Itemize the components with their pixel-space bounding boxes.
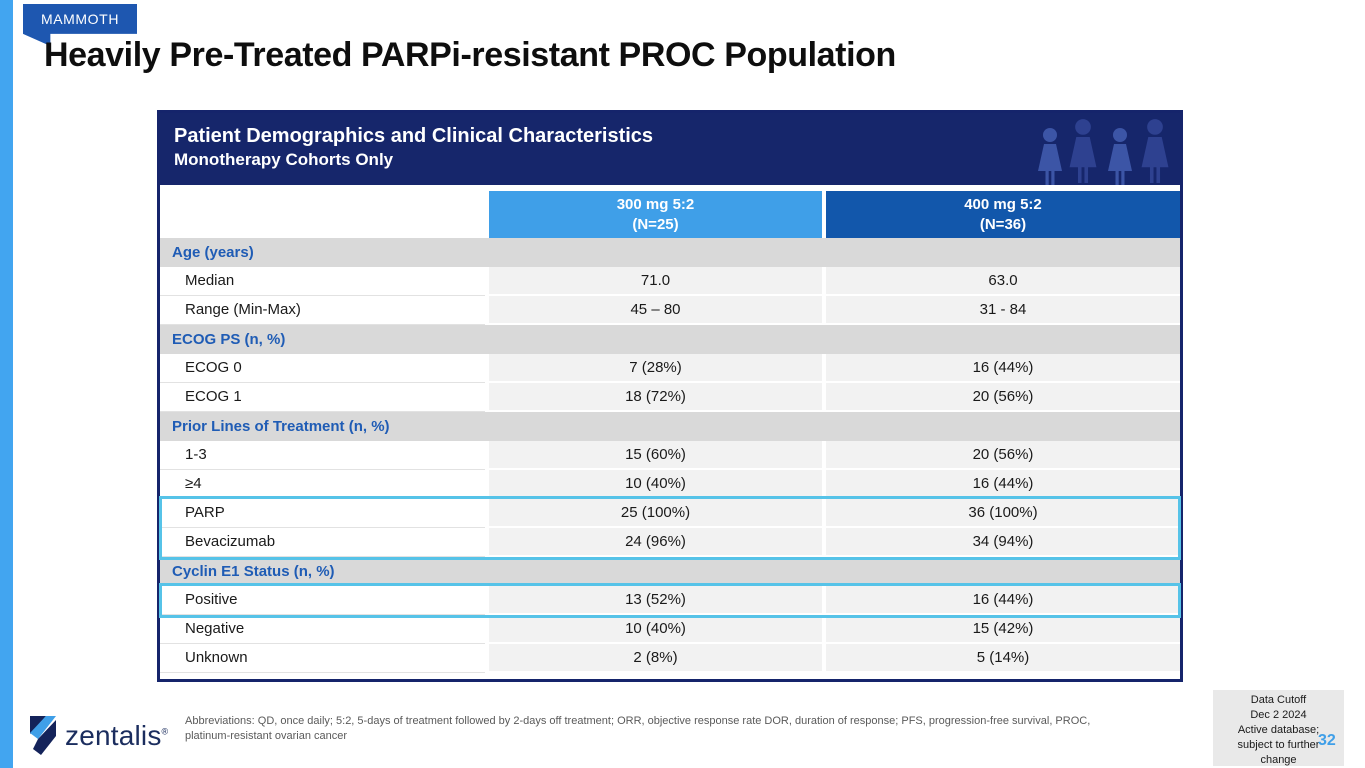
table-rows: Age (years) Median 71.0 63.0 Range (Min-Max)… [159,238,1181,673]
column-header-400mg: 400 mg 5:2 (N=36) [826,191,1180,238]
column-header-300mg-n: (N=25) [632,216,679,233]
row-value: 5 (14%) [826,644,1180,673]
column-header-300mg: 300 mg 5:2 (N=25) [489,191,822,238]
table-row: Bevacizumab 24 (96%) 34 (94%) [160,528,1180,557]
section-row: Cyclin E1 Status (n, %) [160,557,1180,586]
row-value: 10 (40%) [489,615,822,644]
row-label: Positive [160,586,485,615]
mammoth-badge-label: MAMMOTH [40,11,120,27]
data-cutoff-line: Active database; [1237,724,1320,736]
table-row: Median 71.0 63.0 [160,267,1180,296]
table-row: Unknown 2 (8%) 5 (14%) [160,644,1180,673]
row-value: 25 (100%) [489,499,822,528]
row-value: 15 (60%) [489,441,822,470]
registered-mark: ® [161,726,169,737]
table-row: ≥4 10 (40%) 16 (44%) [160,470,1180,499]
table-row: 1-3 15 (60%) 20 (56%) [160,441,1180,470]
row-label: Negative [160,615,485,644]
row-value: 10 (40%) [489,470,822,499]
zentalis-logo: zentalis® [28,716,168,756]
row-value: 16 (44%) [826,586,1180,615]
row-value: 7 (28%) [489,354,822,383]
column-header-300mg-dose: 300 mg 5:2 [616,196,695,213]
column-header-row: 300 mg 5:2 (N=25) 400 mg 5:2 (N=36) [160,191,1180,238]
data-cutoff-box: Data Cutoff Dec 2 2024 Active database; … [1213,690,1344,766]
row-value: 71.0 [489,267,822,296]
row-value: 16 (44%) [826,354,1180,383]
row-label: Range (Min-Max) [160,296,485,325]
table-title: Patient Demographics and Clinical Charac… [174,125,654,147]
row-label: 1-3 [160,441,485,470]
row-value: 31 - 84 [826,296,1180,325]
row-value: 20 (56%) [826,383,1180,412]
column-header-400mg-n: (N=36) [979,216,1027,233]
table-row: Negative 10 (40%) 15 (42%) [160,615,1180,644]
data-cutoff-line: change [1260,754,1297,766]
row-value: 24 (96%) [489,528,822,557]
patients-group-icon [1038,119,1169,185]
table-subtitle: Monotherapy Cohorts Only [174,150,394,169]
data-cutoff-line: Dec 2 2024 [1250,709,1307,721]
row-label: ECOG 1 [160,383,485,412]
row-value: 20 (56%) [826,441,1180,470]
row-label: ≥4 [160,470,485,499]
row-value: 45 – 80 [489,296,822,325]
page-number: 32 [1318,732,1336,749]
row-label: ECOG 0 [160,354,485,383]
row-label: PARP [160,499,485,528]
left-accent-stripe [0,0,13,768]
row-value: 13 (52%) [489,586,822,615]
slide-title: Heavily Pre-Treated PARPi-resistant PROC… [44,36,896,74]
row-value: 34 (94%) [826,528,1180,557]
abbreviations-footnote: Abbreviations: QD, once daily; 5:2, 5-da… [185,715,1091,742]
section-row: Age (years) [160,238,1180,267]
column-header-400mg-dose: 400 mg 5:2 [964,196,1042,213]
data-cutoff-line: subject to further [1237,739,1320,751]
zentalis-logo-icon [30,716,56,755]
row-value: 63.0 [826,267,1180,296]
section-row: ECOG PS (n, %) [160,325,1180,354]
row-value: 18 (72%) [489,383,822,412]
zentalis-logo-text: zentalis® [65,720,169,751]
row-value: 15 (42%) [826,615,1180,644]
data-cutoff-line: Data Cutoff [1250,694,1307,706]
row-label: Bevacizumab [160,528,485,557]
table-header: Patient Demographics and Clinical Charac… [160,113,1180,185]
table-row: PARP 25 (100%) 36 (100%) [160,499,1180,528]
row-label: Median [160,267,485,296]
table-row: Positive 13 (52%) 16 (44%) [160,586,1180,615]
column-header-spacer [160,191,485,238]
section-row: Prior Lines of Treatment (n, %) [160,412,1180,441]
row-label: Unknown [160,644,485,673]
table-row: Range (Min-Max) 45 – 80 31 - 84 [160,296,1180,325]
row-value: 36 (100%) [826,499,1180,528]
row-value: 16 (44%) [826,470,1180,499]
table-row: ECOG 1 18 (72%) 20 (56%) [160,383,1180,412]
row-value: 2 (8%) [489,644,822,673]
demographics-table: Patient Demographics and Clinical Charac… [157,110,1183,682]
